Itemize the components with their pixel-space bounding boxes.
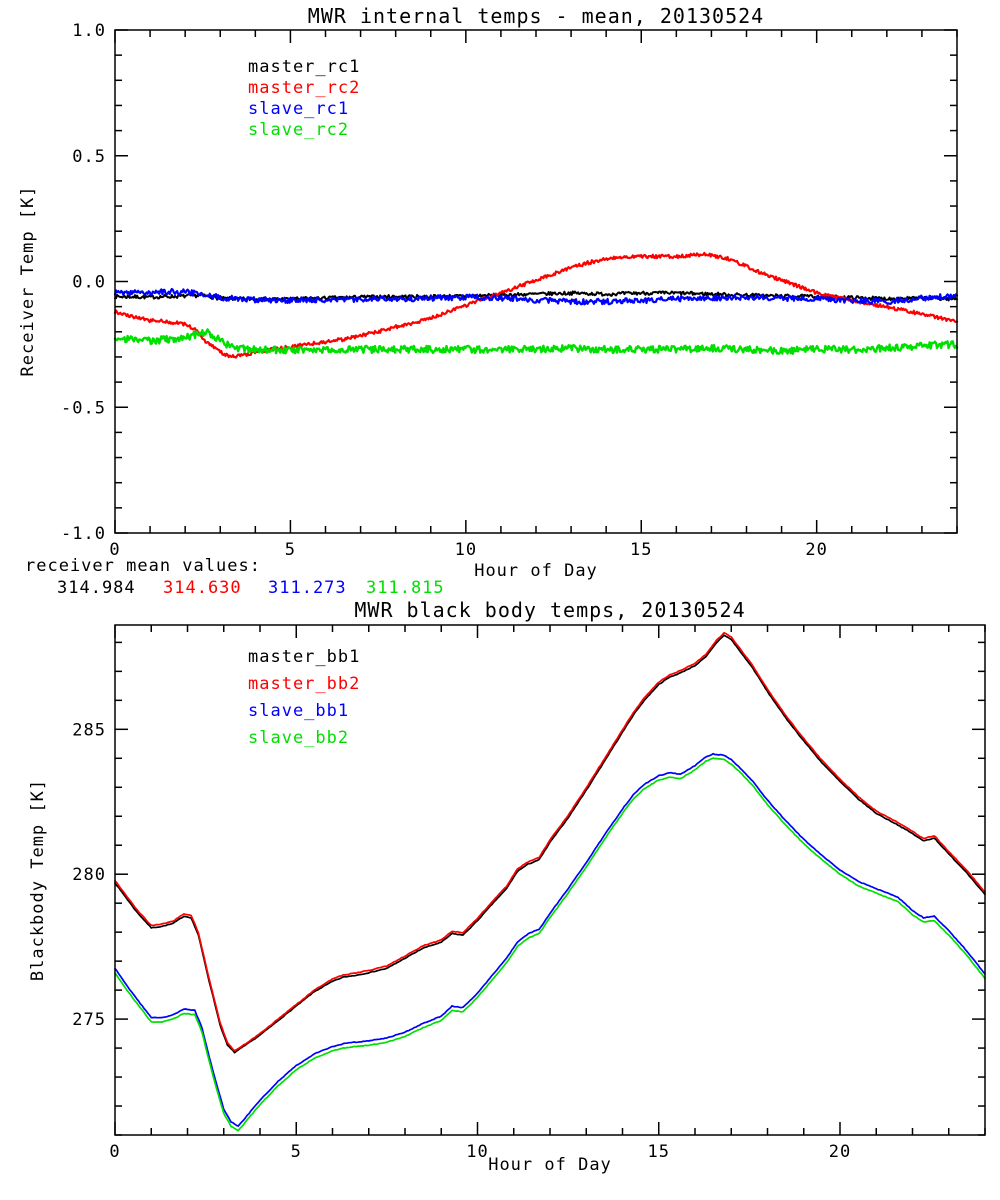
mean-value-slave-rc1: 311.273: [268, 578, 347, 598]
series-master_bb1: [114, 634, 986, 1054]
legend-master-rc1: master_rc1: [248, 57, 361, 77]
bottom-chart-title: MWR black body temps, 20130524: [354, 598, 746, 622]
legend-master-bb1: master_bb1: [248, 647, 361, 667]
y-tick-label: 280: [72, 865, 106, 885]
legend-master-rc2: master_rc2: [248, 78, 361, 98]
series-slave_bb2: [114, 757, 986, 1132]
x-tick-label: 0: [109, 1142, 120, 1162]
plot-box: [114, 29, 958, 534]
legend-slave-rc1: slave_rc1: [248, 99, 350, 119]
y-tick-label: 0.5: [72, 147, 106, 167]
y-tick-label: 0.0: [72, 273, 106, 293]
series-slave_rc1: [113, 287, 959, 306]
plot-box: [114, 624, 986, 1136]
receiver-mean-values-label: receiver mean values:: [25, 556, 261, 576]
series-slave_bb1: [114, 752, 986, 1127]
y-tick-label: 275: [72, 1010, 106, 1030]
y-tick-label: -1.0: [61, 524, 106, 544]
x-tick-label: 10: [466, 1142, 488, 1162]
mean-value-master-rc1: 314.984: [57, 578, 136, 598]
x-tick-label: 20: [829, 1142, 851, 1162]
y-tick-label: 285: [72, 720, 106, 740]
y-tick-label: -0.5: [61, 398, 106, 418]
mean-value-master-rc2: 314.630: [163, 578, 242, 598]
x-tick-label: 10: [455, 540, 477, 560]
bottom-x-axis-label: Hour of Day: [488, 1155, 612, 1175]
top-x-axis-label: Hour of Day: [474, 561, 598, 581]
bottom-y-axis-label: Blackbody Temp [K]: [28, 778, 48, 982]
x-tick-label: 5: [285, 540, 296, 560]
top-chart-title: MWR internal temps - mean, 20130524: [307, 4, 765, 28]
x-tick-label: 15: [630, 540, 652, 560]
series-master_bb2: [114, 631, 986, 1052]
series-slave_rc2: [113, 328, 959, 355]
legend-slave-bb1: slave_bb1: [248, 701, 350, 721]
x-tick-label: 5: [291, 1142, 302, 1162]
x-tick-label: 0: [109, 540, 120, 560]
legend-master-bb2: master_bb2: [248, 674, 361, 694]
mean-value-slave-rc2: 311.815: [366, 578, 445, 598]
legend-slave-bb2: slave_bb2: [248, 728, 350, 748]
x-tick-label: 15: [648, 1142, 670, 1162]
legend-slave-rc2: slave_rc2: [248, 120, 350, 140]
x-tick-label: 20: [805, 540, 827, 560]
y-tick-label: 1.0: [72, 21, 106, 41]
